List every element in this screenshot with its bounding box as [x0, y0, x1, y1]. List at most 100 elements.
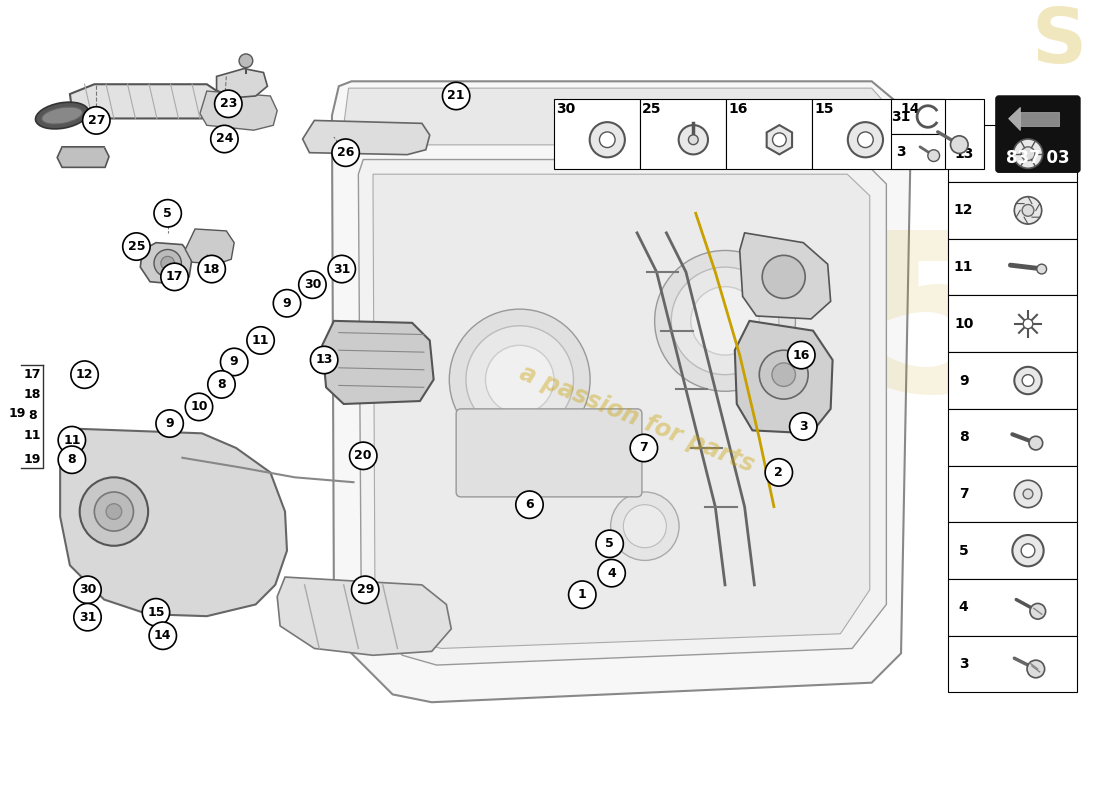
Polygon shape — [322, 321, 433, 404]
Circle shape — [58, 426, 86, 454]
Circle shape — [74, 576, 101, 603]
Circle shape — [772, 363, 795, 386]
Circle shape — [654, 250, 795, 391]
Circle shape — [1022, 374, 1034, 386]
Polygon shape — [735, 321, 833, 434]
Text: 15: 15 — [147, 606, 165, 618]
Text: 11: 11 — [63, 434, 80, 446]
Text: 25: 25 — [642, 102, 661, 116]
Text: 19: 19 — [24, 454, 42, 466]
Text: 2: 2 — [774, 466, 783, 479]
Circle shape — [74, 603, 101, 631]
Polygon shape — [60, 429, 287, 616]
Circle shape — [1014, 367, 1042, 394]
Polygon shape — [57, 147, 109, 167]
Text: 4: 4 — [607, 566, 616, 580]
Circle shape — [82, 106, 110, 134]
Text: 31: 31 — [333, 262, 351, 275]
Text: 3: 3 — [896, 145, 906, 158]
Circle shape — [691, 286, 759, 355]
Text: 8: 8 — [29, 410, 37, 422]
Bar — [948, 579, 1077, 636]
Bar — [948, 466, 1077, 522]
Text: 30: 30 — [79, 583, 96, 596]
Text: 31: 31 — [79, 610, 96, 624]
Circle shape — [598, 559, 625, 587]
Circle shape — [214, 90, 242, 118]
Polygon shape — [373, 174, 870, 649]
Circle shape — [759, 350, 808, 399]
Text: 25: 25 — [128, 240, 145, 253]
Circle shape — [485, 346, 554, 414]
Circle shape — [1022, 205, 1034, 216]
Circle shape — [950, 136, 968, 154]
Circle shape — [590, 122, 625, 158]
Circle shape — [788, 342, 815, 369]
Circle shape — [679, 125, 708, 154]
Circle shape — [211, 126, 238, 153]
Text: 12: 12 — [76, 368, 94, 381]
Bar — [948, 352, 1077, 409]
Bar — [948, 126, 1077, 182]
Circle shape — [1037, 264, 1046, 274]
Circle shape — [442, 82, 470, 110]
Polygon shape — [217, 69, 267, 98]
Circle shape — [1027, 660, 1045, 678]
Polygon shape — [302, 121, 430, 154]
Bar — [726, 99, 812, 170]
Text: 12: 12 — [954, 203, 974, 218]
Text: 837 03: 837 03 — [1006, 149, 1070, 166]
Bar — [948, 636, 1077, 693]
Circle shape — [154, 250, 182, 277]
Text: 11: 11 — [252, 334, 270, 347]
Text: 31: 31 — [891, 110, 911, 123]
Circle shape — [927, 150, 939, 162]
Circle shape — [123, 233, 150, 260]
Text: 11: 11 — [954, 260, 974, 274]
Text: a passion for parts: a passion for parts — [516, 361, 758, 477]
Circle shape — [156, 410, 184, 438]
Circle shape — [208, 370, 235, 398]
Text: 20: 20 — [354, 450, 372, 462]
Circle shape — [1021, 147, 1035, 161]
Circle shape — [466, 326, 573, 434]
Circle shape — [79, 478, 148, 546]
Text: 16: 16 — [728, 102, 747, 116]
Bar — [948, 238, 1077, 295]
Circle shape — [1028, 436, 1043, 450]
Text: 6: 6 — [525, 498, 533, 511]
Circle shape — [142, 598, 169, 626]
Bar — [812, 99, 898, 170]
Text: 19: 19 — [9, 407, 25, 420]
Polygon shape — [1021, 111, 1059, 126]
Bar — [948, 295, 1077, 352]
Circle shape — [624, 505, 667, 548]
Text: 85: 85 — [707, 224, 1016, 438]
Circle shape — [1012, 535, 1044, 566]
Text: 10: 10 — [954, 317, 974, 331]
Circle shape — [790, 413, 817, 440]
Circle shape — [273, 290, 300, 317]
Circle shape — [671, 267, 779, 374]
Circle shape — [762, 255, 805, 298]
Text: 9: 9 — [165, 417, 174, 430]
Circle shape — [310, 346, 338, 374]
Text: 30: 30 — [556, 102, 575, 116]
Text: 3: 3 — [799, 420, 807, 433]
Text: 5: 5 — [163, 207, 172, 220]
Polygon shape — [70, 84, 221, 118]
Text: 8: 8 — [217, 378, 226, 391]
Circle shape — [449, 309, 590, 450]
Text: 8: 8 — [67, 454, 76, 466]
Text: 9: 9 — [283, 297, 292, 310]
Circle shape — [610, 492, 679, 561]
Text: 30: 30 — [304, 278, 321, 291]
Bar — [948, 409, 1077, 466]
Text: 27: 27 — [88, 114, 106, 127]
Polygon shape — [200, 91, 277, 130]
FancyBboxPatch shape — [456, 409, 642, 497]
Circle shape — [328, 255, 355, 282]
Text: 13: 13 — [954, 146, 974, 161]
Text: 3: 3 — [959, 657, 968, 671]
Text: 15: 15 — [814, 102, 834, 116]
